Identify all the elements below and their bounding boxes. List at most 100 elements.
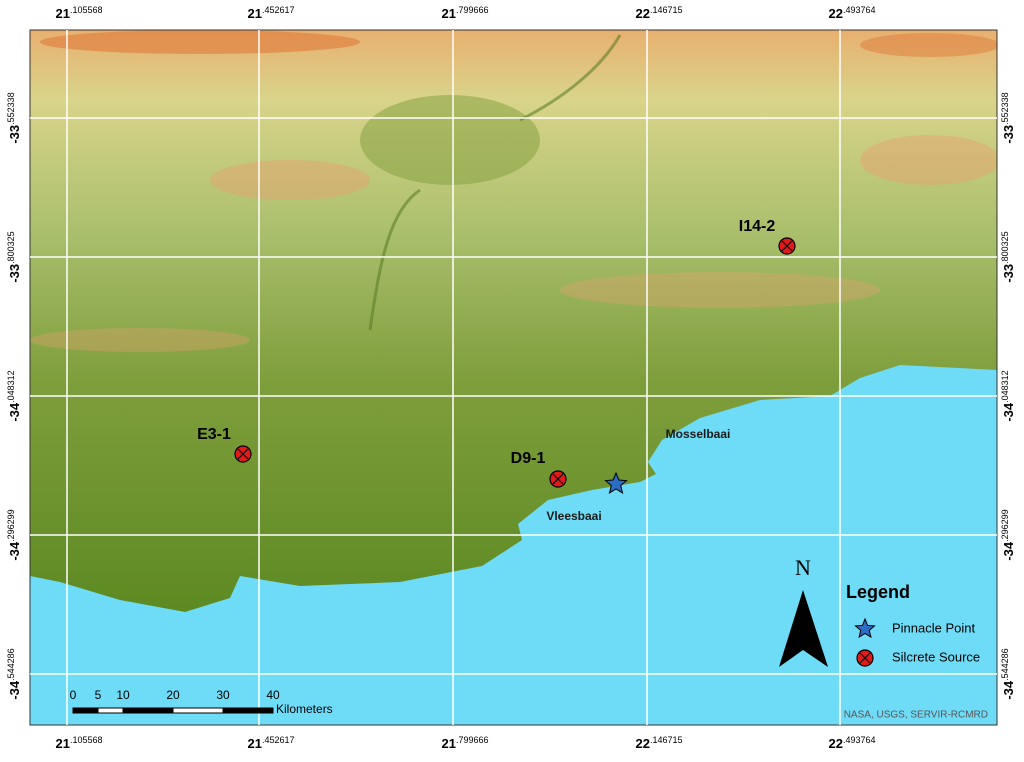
coord-degree: 22 bbox=[635, 736, 649, 751]
legend-star bbox=[854, 617, 876, 639]
highland bbox=[860, 33, 997, 57]
pinnacle-point-marker bbox=[604, 471, 628, 494]
map-area bbox=[30, 30, 997, 725]
coord-degree: 22 bbox=[635, 6, 649, 21]
highland bbox=[860, 135, 997, 185]
y-coord-label: -34.544286 bbox=[1000, 648, 1016, 699]
highland bbox=[560, 272, 880, 308]
coord-degree: -34 bbox=[7, 541, 22, 561]
coord-decimal: .493764 bbox=[843, 735, 876, 745]
coord-decimal: .296299 bbox=[1000, 509, 1010, 542]
highland bbox=[210, 160, 370, 200]
y-coord-label: -34.544286 bbox=[6, 648, 22, 699]
x-coord-label: 21.452617 bbox=[247, 5, 294, 21]
coord-degree: 22 bbox=[828, 736, 842, 751]
place-label: Mosselbaai bbox=[666, 427, 731, 441]
scale-tick-label: 30 bbox=[216, 688, 230, 702]
coord-decimal: .799666 bbox=[456, 735, 489, 745]
coord-decimal: .493764 bbox=[843, 5, 876, 15]
x-coord-label: 21.452617 bbox=[247, 735, 294, 751]
site-marker-cross bbox=[237, 448, 249, 460]
coord-degree: 21 bbox=[441, 6, 455, 21]
coord-decimal: .544286 bbox=[1000, 648, 1010, 681]
overlay: I14-2 E3-1 D9-1 Mosselbaai Vleesbaai 0 5 10 20 30… bbox=[70, 218, 988, 720]
legend-site-cross bbox=[859, 652, 871, 664]
coord-decimal: .146715 bbox=[650, 5, 683, 15]
north-label: N bbox=[795, 555, 811, 580]
coord-decimal: .452617 bbox=[262, 735, 295, 745]
land bbox=[30, 30, 997, 612]
north-arrow bbox=[779, 590, 828, 667]
scale-unit: Kilometers bbox=[276, 702, 333, 716]
site-marker-cross bbox=[781, 240, 793, 252]
coord-degree: -34 bbox=[1001, 402, 1016, 422]
coord-degree: 21 bbox=[247, 736, 261, 751]
scale-segment bbox=[97, 707, 124, 714]
coord-decimal: .105568 bbox=[70, 735, 103, 745]
river bbox=[368, 34, 622, 331]
site-label: D9-1 bbox=[511, 450, 546, 467]
y-coord-label: -34.048312 bbox=[1000, 370, 1016, 421]
coord-decimal: .800325 bbox=[1000, 231, 1010, 264]
coord-degree: -33 bbox=[7, 264, 22, 283]
coord-decimal: .799666 bbox=[456, 5, 489, 15]
coord-degree: -33 bbox=[1001, 264, 1016, 283]
site-label: E3-1 bbox=[197, 426, 231, 443]
legend-item: Silcrete Source bbox=[892, 649, 980, 664]
valley bbox=[360, 95, 540, 185]
coord-decimal: .296299 bbox=[6, 509, 16, 542]
coord-degree: 21 bbox=[247, 6, 261, 21]
scale-tick-label: 20 bbox=[166, 688, 180, 702]
scale-segment bbox=[72, 707, 99, 714]
highland bbox=[40, 30, 360, 54]
site-label: I14-2 bbox=[739, 218, 776, 235]
graticule: 21.10556821.10556821.45261721.45261721.7… bbox=[6, 5, 1016, 751]
x-coord-label: 22.493764 bbox=[828, 5, 875, 21]
x-coord-label: 21.105568 bbox=[55, 735, 102, 751]
x-coord-label: 22.146715 bbox=[635, 735, 682, 751]
coord-decimal: .552338 bbox=[1000, 92, 1010, 125]
scale-tick-label: 0 bbox=[70, 688, 77, 702]
scale-tick-label: 5 bbox=[95, 688, 102, 702]
scale-segment bbox=[222, 707, 274, 714]
coord-degree: -34 bbox=[1001, 680, 1016, 700]
coord-degree: 21 bbox=[441, 736, 455, 751]
coord-decimal: .146715 bbox=[650, 735, 683, 745]
coord-decimal: .048312 bbox=[6, 370, 16, 403]
x-coord-label: 21.799666 bbox=[441, 735, 488, 751]
x-coord-label: 21.105568 bbox=[55, 5, 102, 21]
coord-decimal: .552338 bbox=[6, 92, 16, 125]
highland bbox=[30, 328, 250, 352]
coord-degree: 21 bbox=[55, 736, 69, 751]
map-frame bbox=[29, 29, 998, 726]
y-coord-label: -33.800325 bbox=[1000, 231, 1016, 282]
coord-degree: -34 bbox=[7, 680, 22, 700]
place-label: Vleesbaai bbox=[546, 509, 601, 523]
scale-tick-label: 40 bbox=[266, 688, 280, 702]
y-coord-label: -33.552338 bbox=[1000, 92, 1016, 143]
scale-segment bbox=[172, 707, 224, 714]
legend-item: Pinnacle Point bbox=[892, 620, 975, 635]
coord-decimal: .048312 bbox=[1000, 370, 1010, 403]
coord-degree: 22 bbox=[828, 6, 842, 21]
y-coord-label: -34.296299 bbox=[1000, 509, 1016, 560]
coord-decimal: .544286 bbox=[6, 648, 16, 681]
coord-degree: -33 bbox=[1001, 125, 1016, 144]
coord-decimal: .800325 bbox=[6, 231, 16, 264]
coord-decimal: .452617 bbox=[262, 5, 295, 15]
coord-degree: 21 bbox=[55, 6, 69, 21]
y-coord-label: -34.296299 bbox=[6, 509, 22, 560]
scale-segment bbox=[122, 707, 174, 714]
coord-decimal: .105568 bbox=[70, 5, 103, 15]
coord-degree: -34 bbox=[1001, 541, 1016, 561]
y-coord-label: -33.800325 bbox=[6, 231, 22, 282]
x-coord-label: 22.493764 bbox=[828, 735, 875, 751]
x-coord-label: 22.146715 bbox=[635, 5, 682, 21]
scale-tick-label: 10 bbox=[116, 688, 130, 702]
site-marker-cross bbox=[552, 473, 564, 485]
y-coord-label: -33.552338 bbox=[6, 92, 22, 143]
y-coord-label: -34.048312 bbox=[6, 370, 22, 421]
x-coord-label: 21.799666 bbox=[441, 5, 488, 21]
legend-title: Legend bbox=[846, 582, 910, 602]
